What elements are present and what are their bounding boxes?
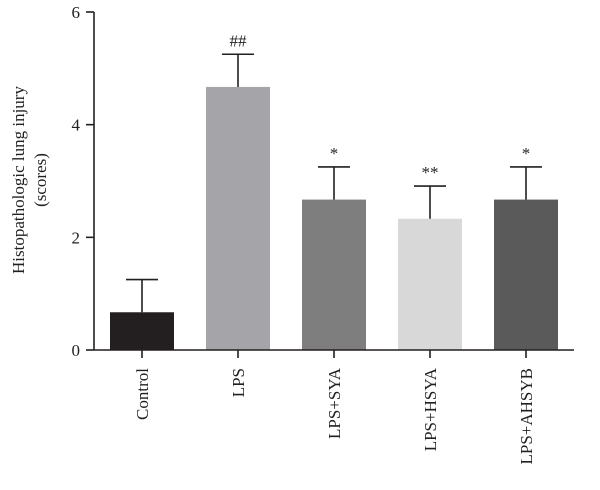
y-tick-label: 0 bbox=[72, 341, 81, 360]
y-tick-label: 4 bbox=[72, 116, 81, 135]
y-tick-label: 6 bbox=[72, 3, 81, 22]
significance-marker: * bbox=[522, 144, 531, 163]
x-tick-label: Control bbox=[133, 368, 152, 420]
annotations-group: ##**** bbox=[230, 31, 531, 182]
bar-lps bbox=[206, 86, 270, 350]
bar-lps-sya bbox=[302, 199, 366, 350]
significance-marker: ** bbox=[422, 163, 439, 182]
bar-lps-hsya bbox=[398, 218, 462, 350]
labels-group: Histopathologic lung injury (scores) bbox=[9, 86, 50, 274]
significance-marker: ## bbox=[230, 31, 248, 50]
y-axis-unit-label: (scores) bbox=[31, 153, 50, 207]
axes-group: Control LPS LPS+SYA LPS+HSYA LPS+AHSYB 0 2 4 6 bbox=[72, 3, 574, 465]
y-axis-label: Histopathologic lung injury bbox=[9, 86, 28, 274]
x-tick-label: LPS+SYA bbox=[325, 367, 344, 439]
bar-control bbox=[110, 312, 174, 350]
error-bars-group bbox=[126, 53, 542, 313]
bar-lps-ahsyb bbox=[494, 199, 558, 350]
bars-group bbox=[110, 86, 558, 350]
x-tick-label: LPS+HSYA bbox=[421, 367, 440, 451]
y-tick-label: 2 bbox=[72, 228, 81, 247]
significance-marker: * bbox=[330, 144, 339, 163]
x-tick-label: LPS bbox=[229, 368, 248, 397]
x-tick-label: LPS+AHSYB bbox=[517, 368, 536, 465]
